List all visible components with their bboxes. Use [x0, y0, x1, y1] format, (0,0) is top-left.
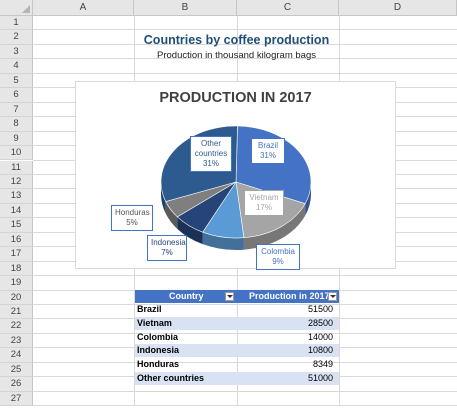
row-header-5[interactable]: 5 [0, 73, 33, 89]
row-gridline [33, 405, 457, 407]
pie-slice-side-honduras [165, 201, 178, 229]
data-label-vietnam-pct: 17% [255, 203, 272, 212]
row-gridline [33, 361, 457, 363]
sheet-title: Countries by coffee production [143, 33, 330, 47]
row-header-6[interactable]: 6 [0, 88, 33, 103]
data-label-other: Other countries 31% [190, 136, 232, 172]
row-header-19[interactable]: 19 [0, 276, 33, 291]
row-header-27[interactable]: 27 [0, 391, 33, 407]
chart-title: PRODUCTION IN 2017 [159, 90, 312, 106]
production-cell[interactable]: 10800 [307, 345, 333, 355]
production-cell[interactable]: 14000 [307, 332, 333, 342]
table-header-production-label: Production in 2017 [249, 291, 330, 301]
row-header-16[interactable]: 16 [0, 232, 33, 248]
row-header-22[interactable]: 22 [0, 319, 33, 334]
data-label-other-pct: 31% [202, 159, 219, 168]
row-header-24[interactable]: 24 [0, 348, 33, 363]
row-header-11[interactable]: 11 [0, 160, 33, 175]
row-header-21[interactable]: 21 [0, 305, 33, 320]
production-cell[interactable]: 51500 [307, 304, 333, 314]
row-gridline [33, 304, 457, 305]
table-row[interactable]: Other countries 51000 [135, 372, 339, 385]
table-row[interactable]: Honduras 8349 [135, 358, 339, 371]
row-header-20[interactable]: 20 [0, 290, 33, 305]
pie-slice-side-vietnam [243, 203, 306, 250]
pie-slice-side-indonesia [177, 216, 203, 245]
filter-dropdown-icon[interactable] [328, 292, 337, 301]
data-label-honduras-name: Honduras [115, 208, 150, 217]
data-label-indonesia: Indonesia 7% [147, 235, 187, 261]
country-cell[interactable]: Vietnam [137, 318, 172, 328]
row-header-23[interactable]: 23 [0, 333, 33, 349]
row-header-3[interactable]: 3 [0, 44, 33, 60]
production-cell[interactable]: 8349 [312, 359, 333, 369]
table-row[interactable]: Vietnam 28500 [135, 317, 339, 330]
pie-slice-side-brazil [305, 182, 311, 216]
table-header-country[interactable]: Country [135, 290, 237, 303]
row-header-8[interactable]: 8 [0, 117, 33, 132]
row-header-14[interactable]: 14 [0, 203, 33, 219]
country-cell[interactable]: Colombia [137, 332, 179, 342]
data-label-colombia-name: Colombia [261, 247, 295, 256]
table-row[interactable]: Brazil 51500 [135, 303, 339, 316]
row-header-17[interactable]: 17 [0, 247, 33, 262]
row-header-15[interactable]: 15 [0, 218, 33, 233]
column-header-c[interactable]: C [237, 0, 339, 16]
table-row[interactable]: Indonesia 10800 [135, 344, 339, 357]
table-header-production[interactable]: Production in 2017 [237, 290, 339, 303]
table-row[interactable]: Colombia 14000 [135, 331, 339, 344]
row-gridline [33, 275, 457, 277]
row-header-9[interactable]: 9 [0, 131, 33, 147]
data-label-brazil-pct: 31% [259, 151, 276, 160]
production-cell[interactable]: 28500 [307, 318, 333, 328]
data-label-indonesia-name: Indonesia [151, 238, 186, 247]
data-label-other-name: Other [200, 139, 221, 148]
data-label-vietnam: Vietnam 17% [244, 190, 284, 216]
pie-slice-side-colombia [202, 232, 244, 251]
row-header-25[interactable]: 25 [0, 362, 33, 378]
production-cell[interactable]: 51000 [307, 373, 333, 383]
pie-chart[interactable]: PRODUCTION IN 2017 Brazil 31% Vietnam 17… [75, 81, 396, 270]
country-cell[interactable]: Indonesia [137, 345, 180, 355]
column-header-a[interactable]: A [33, 0, 134, 16]
data-label-indonesia-pct: 7% [161, 248, 173, 257]
row-gridline [33, 29, 457, 31]
filter-dropdown-icon[interactable] [225, 292, 234, 301]
column-header-d[interactable]: D [339, 0, 457, 16]
data-label-brazil: Brazil 31% [251, 138, 285, 164]
row-header-4[interactable]: 4 [0, 59, 33, 74]
data-label-vietnam-name: Vietnam [249, 193, 279, 202]
country-cell[interactable]: Brazil [137, 304, 162, 314]
table-header-country-label: Country [169, 291, 204, 301]
data-label-brazil-name: Brazil [257, 141, 278, 150]
row-header-7[interactable]: 7 [0, 102, 33, 118]
pie-chart-plot [160, 125, 312, 251]
data-label-colombia-pct: 9% [272, 257, 284, 266]
row-header-2[interactable]: 2 [0, 30, 33, 45]
select-all-button[interactable] [0, 0, 33, 16]
row-header-13[interactable]: 13 [0, 189, 33, 204]
row-gridline [33, 58, 457, 60]
sheet-subtitle: Production in thousand kilogram bags [157, 50, 316, 61]
row-header-12[interactable]: 12 [0, 174, 33, 190]
row-header-10[interactable]: 10 [0, 146, 33, 161]
column-header-b[interactable]: B [134, 0, 237, 16]
row-gridline [33, 332, 457, 334]
row-gridline [33, 72, 457, 74]
data-label-other-name2: countries [194, 149, 228, 158]
row-gridline [33, 43, 457, 45]
select-all-icon [22, 5, 30, 13]
pie-slice-side-other-countries [161, 182, 166, 214]
country-cell[interactable]: Other countries [137, 373, 205, 383]
row-gridline [33, 390, 457, 392]
data-label-honduras-pct: 5% [126, 218, 138, 227]
row-header-18[interactable]: 18 [0, 261, 33, 277]
data-label-colombia: Colombia 9% [256, 244, 300, 270]
row-header-1[interactable]: 1 [0, 16, 33, 31]
data-label-honduras: Honduras 5% [111, 205, 153, 231]
country-cell[interactable]: Honduras [137, 359, 180, 369]
row-header-26[interactable]: 26 [0, 377, 33, 392]
